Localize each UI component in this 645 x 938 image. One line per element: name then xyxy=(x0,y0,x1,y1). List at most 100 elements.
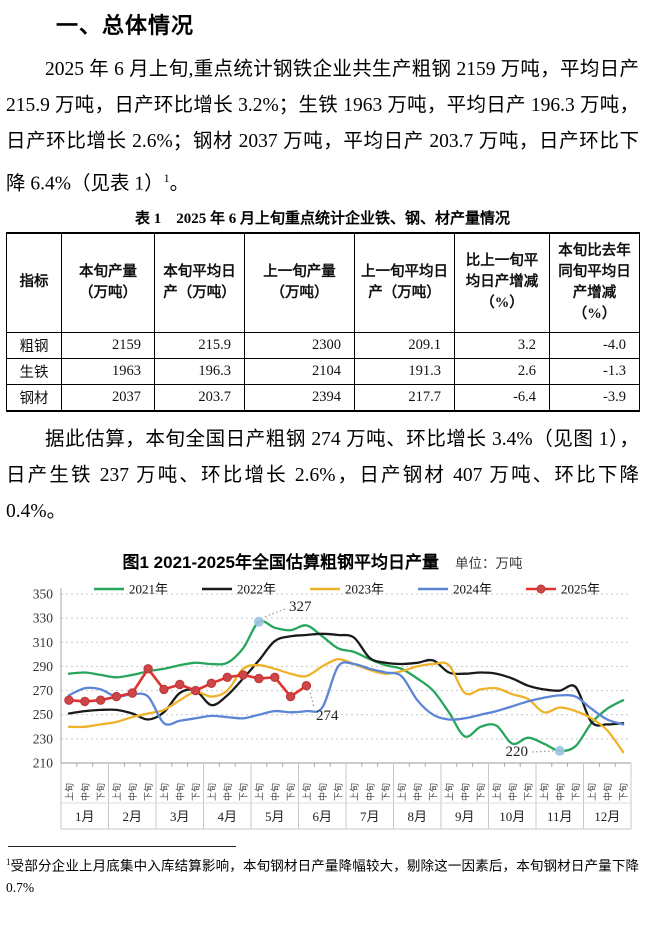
tenday-label: 下旬 xyxy=(380,782,391,800)
tenday-label: 中旬 xyxy=(459,782,470,800)
data-marker-2025年 xyxy=(301,680,312,690)
data-marker-2025年 xyxy=(95,695,106,705)
month-label: 7月 xyxy=(360,809,380,824)
tenday-label: 上旬 xyxy=(111,782,122,800)
data-marker-2025年 xyxy=(285,691,296,701)
table-cell: 2300 xyxy=(244,331,355,359)
month-label: 10月 xyxy=(499,809,525,824)
tenday-label: 上旬 xyxy=(158,782,169,800)
table-cell: 191.3 xyxy=(354,357,455,385)
data-marker-2025年 xyxy=(143,663,153,674)
tenday-label: 下旬 xyxy=(285,782,296,800)
month-label: 6月 xyxy=(312,809,332,824)
annotation-leader-220 xyxy=(531,749,554,753)
tenday-label: 下旬 xyxy=(523,782,534,800)
y-axis-label: 210 xyxy=(33,755,54,770)
tenday-label: 上旬 xyxy=(206,782,217,800)
series-line-2021年 xyxy=(67,619,625,752)
table-cell: 203.7 xyxy=(154,383,245,411)
production-table: 指标 本旬产量（万吨） 本旬平均日产（万吨） 上一旬产量（万吨） 上一旬平均日产（万吨）… xyxy=(6,231,640,412)
table-body: 粗钢 2159 215.9 2300 209.1 3.2 -4.0 生铁 1963 196.3 21… xyxy=(6,331,640,411)
tenday-label: 中旬 xyxy=(174,782,185,800)
data-marker-2025年 xyxy=(190,685,201,695)
tenday-label: 中旬 xyxy=(222,782,233,800)
table-header-cell: 指标 xyxy=(6,232,62,333)
table-cell: 3.2 xyxy=(454,331,550,359)
legend-marker-2025年 xyxy=(536,584,546,593)
table-header-cell: 本旬比去年同旬平均日产增减（%） xyxy=(549,232,640,333)
paragraph-estimate: 据此估算，本旬全国日产粗钢 274 万吨、环比增长 3.4%（见图 1），日产生… xyxy=(6,428,639,522)
y-axis-label: 270 xyxy=(33,683,54,698)
data-marker-2025年 xyxy=(175,679,185,689)
annotation-label-327: 327 xyxy=(289,599,312,615)
table-cell: 196.3 xyxy=(154,357,245,385)
series-line-2024年 xyxy=(67,660,625,726)
table-row: 粗钢 2159 215.9 2300 209.1 3.2 -4.0 xyxy=(6,331,640,359)
table-cell: 2.6 xyxy=(454,357,550,385)
table-title: 表 1 2025 年 6 月上旬重点统计企业铁、钢、材产量情况 xyxy=(134,210,510,227)
annotation-dot-327 xyxy=(253,616,264,627)
data-marker-2025年 xyxy=(270,672,280,682)
tenday-label: 下旬 xyxy=(428,782,439,800)
month-label: 12月 xyxy=(594,809,620,824)
data-marker-2025年 xyxy=(159,684,169,694)
annotation-label-274: 274 xyxy=(316,708,339,724)
table-cell: 2104 xyxy=(244,357,355,385)
annotation-dot-220 xyxy=(554,745,565,756)
tenday-label: 上旬 xyxy=(63,782,74,800)
data-marker-2025年 xyxy=(206,678,217,688)
table-header-cell: 上一旬平均日产（万吨） xyxy=(354,232,455,333)
table-header-cell: 本旬平均日产（万吨） xyxy=(154,232,245,333)
legend-label-2024年: 2024年 xyxy=(453,581,492,596)
legend-label-2025年: 2025年 xyxy=(561,581,600,596)
table-row: 钢材 2037 203.7 2394 217.7 -6.4 -3.9 xyxy=(6,383,640,411)
data-marker-2025年 xyxy=(111,691,122,701)
table-cell: 2159 xyxy=(61,331,155,359)
month-label: 11月 xyxy=(547,809,573,824)
month-label: 3月 xyxy=(170,809,190,824)
tenday-label: 下旬 xyxy=(95,782,106,800)
table-cell: 1963 xyxy=(61,357,155,385)
tenday-label: 中旬 xyxy=(269,782,280,800)
table-row: 生铁 1963 196.3 2104 191.3 2.6 -1.3 xyxy=(6,357,640,385)
tenday-label: 中旬 xyxy=(79,782,90,800)
legend-label-2021年: 2021年 xyxy=(129,581,168,596)
table-cell: -1.3 xyxy=(549,357,640,385)
data-marker-2025年 xyxy=(222,672,233,682)
tenday-label: 上旬 xyxy=(491,782,502,800)
tenday-label: 中旬 xyxy=(602,782,613,800)
footnote-text-body: 受部分企业上月底集中入库结算影响，本旬钢材日产量降幅较大，剔除这一因素后，本旬钢… xyxy=(6,858,639,895)
footnote-text: 1受部分企业上月底集中入库结算影响，本旬钢材日产量降幅较大，剔除这一因素后，本旬… xyxy=(6,851,639,900)
table-cell: 2394 xyxy=(244,383,355,411)
data-marker-2025年 xyxy=(127,687,138,698)
table-row-label: 粗钢 xyxy=(6,331,62,359)
chart-title: 图1 2021-2025年全国估算粗钢平均日产量 xyxy=(122,552,439,572)
tenday-label: 下旬 xyxy=(190,782,201,800)
y-axis-label: 250 xyxy=(33,707,54,722)
table-cell: 209.1 xyxy=(354,331,455,359)
tenday-label: 上旬 xyxy=(396,782,407,800)
annotation-leader-274 xyxy=(309,692,315,708)
data-marker-2025年 xyxy=(80,696,90,706)
month-label: 8月 xyxy=(407,809,427,824)
tenday-label: 下旬 xyxy=(143,782,154,800)
tenday-label: 下旬 xyxy=(475,782,486,800)
footnote-block: 1受部分企业上月底集中入库结算影响，本旬钢材日产量降幅较大，剔除这一因素后，本旬… xyxy=(6,845,639,900)
table-header-cell: 本旬产量（万吨） xyxy=(61,232,155,333)
paragraph-overview-text: 2025 年 6 月上旬,重点统计钢铁企业共生产粗钢 2159 万吨，平均日产 … xyxy=(6,59,639,195)
footnote-superscript: 1 xyxy=(6,856,11,867)
legend-label-2022年: 2022年 xyxy=(237,581,276,596)
series-line-2025年 xyxy=(68,667,308,703)
chart-block: 图1 2021-2025年全国估算粗钢平均日产量 单位：万吨 210 230 250… xyxy=(6,548,639,838)
chart-title-row: 图1 2021-2025年全国估算粗钢平均日产量 单位：万吨 xyxy=(6,548,639,573)
tenday-label: 上旬 xyxy=(586,782,597,800)
data-marker-2025年 xyxy=(238,669,248,680)
document-page: 一、总体情况 2025 年 6 月上旬,重点统计钢铁企业共生产粗钢 2159 万… xyxy=(0,8,645,899)
legend-label-2023年: 2023年 xyxy=(345,581,384,596)
tenday-label: 上旬 xyxy=(253,782,264,800)
table-row-label: 生铁 xyxy=(6,357,62,385)
tenday-label: 上旬 xyxy=(301,782,312,800)
tenday-label: 上旬 xyxy=(538,782,549,800)
data-marker-2025年 xyxy=(254,673,264,683)
